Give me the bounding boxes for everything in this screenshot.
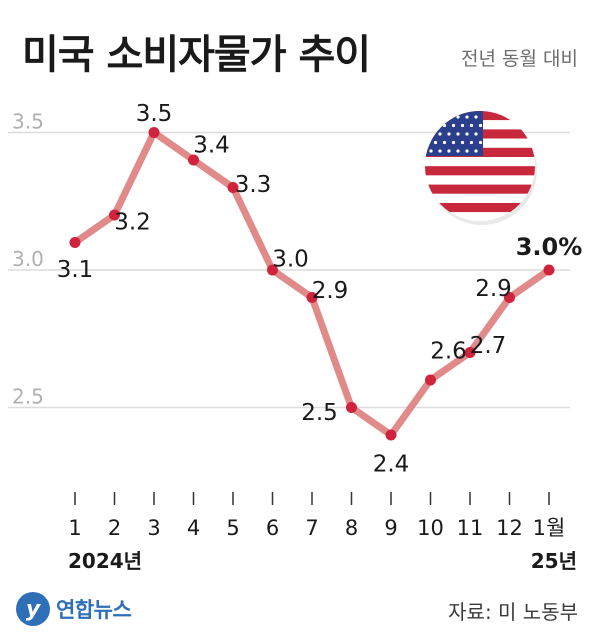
data-point bbox=[188, 154, 199, 166]
year-label-2025: 25년 bbox=[531, 549, 577, 573]
x-tick-label: 3 bbox=[147, 516, 160, 540]
data-label: 3.5 bbox=[136, 101, 173, 127]
x-tick-label: 4 bbox=[187, 516, 200, 540]
data-label: 2.7 bbox=[470, 333, 507, 359]
data-point bbox=[148, 127, 160, 138]
x-tick-label: 6 bbox=[266, 516, 279, 540]
data-point bbox=[69, 237, 81, 248]
data-point bbox=[306, 292, 318, 303]
y-tick-label: 3.0 bbox=[12, 247, 44, 271]
data-point bbox=[385, 429, 397, 441]
data-label: 2.4 bbox=[373, 452, 410, 478]
x-tick-label: 5 bbox=[226, 516, 239, 540]
data-label: 3.0 bbox=[272, 247, 309, 273]
data-point bbox=[267, 264, 278, 276]
data-point bbox=[504, 292, 515, 303]
data-label: 2.5 bbox=[301, 400, 338, 426]
logo-text: 연합뉴스 bbox=[56, 598, 132, 622]
x-tick-label: 12 bbox=[496, 516, 523, 540]
logo-mark-icon: y bbox=[16, 592, 50, 626]
data-point bbox=[227, 182, 239, 193]
x-tick-label: 7 bbox=[305, 516, 318, 540]
data-label: 2.9 bbox=[312, 278, 349, 304]
y-tick-label: 2.5 bbox=[12, 385, 44, 409]
data-label: 2.9 bbox=[475, 276, 512, 302]
data-label: 2.6 bbox=[430, 339, 467, 365]
y-tick-label: 3.5 bbox=[12, 110, 44, 134]
x-tick-label: 1월 bbox=[533, 516, 566, 540]
x-tick-label: 9 bbox=[384, 516, 397, 540]
news-logo: y 연합뉴스 bbox=[16, 592, 132, 626]
year-label-2024: 2024년 bbox=[68, 549, 142, 573]
data-point bbox=[109, 209, 120, 221]
x-tick-label: 8 bbox=[345, 516, 358, 540]
data-label: 3.1 bbox=[57, 257, 94, 283]
x-tick-label: 11 bbox=[457, 516, 484, 540]
chart-subtitle: 전년 동월 대비 bbox=[461, 48, 578, 70]
data-label: 3.4 bbox=[193, 133, 230, 159]
data-label: 3.0% bbox=[516, 233, 583, 261]
data-point bbox=[425, 374, 436, 386]
us-flag-icon bbox=[425, 111, 537, 225]
source-note: 자료: 미 노동부 bbox=[448, 600, 578, 624]
data-point bbox=[346, 402, 357, 413]
data-label: 3.2 bbox=[114, 210, 151, 236]
x-tick-label: 1 bbox=[68, 516, 81, 540]
data-point bbox=[464, 347, 476, 358]
data-label: 3.3 bbox=[235, 172, 272, 198]
data-point bbox=[543, 264, 555, 276]
chart-title: 미국 소비자물가 추이 bbox=[22, 32, 371, 78]
x-tick-label: 10 bbox=[417, 516, 444, 540]
x-tick-label: 2 bbox=[108, 516, 121, 540]
